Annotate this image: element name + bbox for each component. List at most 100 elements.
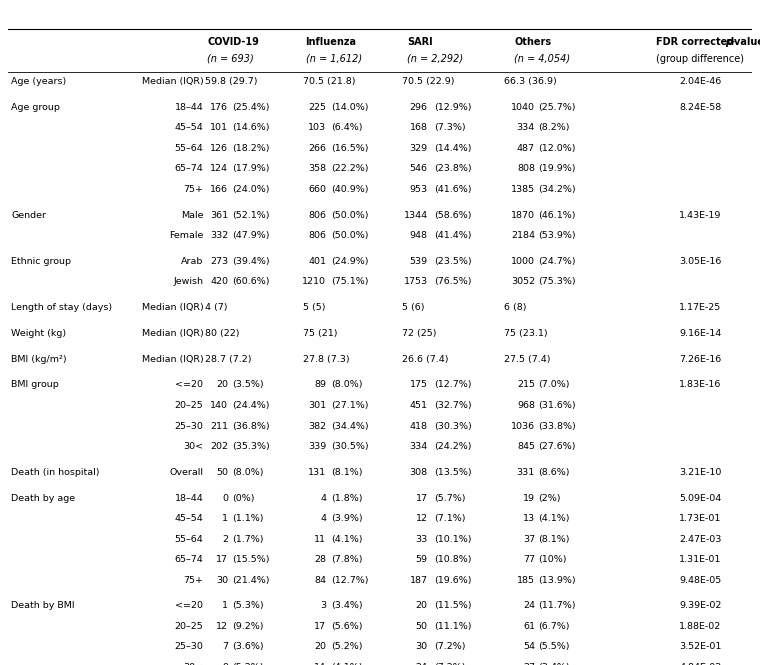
Text: (7.0%): (7.0%) (538, 380, 569, 390)
Text: 7: 7 (222, 642, 228, 652)
Text: 75 (21): 75 (21) (302, 329, 337, 338)
Text: 54: 54 (523, 642, 535, 652)
Text: 20: 20 (416, 601, 428, 610)
Text: 18–44: 18–44 (175, 103, 204, 112)
Text: 1753: 1753 (404, 277, 428, 287)
Text: 140: 140 (210, 401, 228, 410)
Text: 9.16E-14: 9.16E-14 (679, 329, 721, 338)
Text: 4.84E-02: 4.84E-02 (679, 663, 721, 665)
Text: (7.8%): (7.8%) (331, 555, 363, 564)
Text: (35.3%): (35.3%) (233, 442, 271, 451)
Text: 175: 175 (410, 380, 428, 390)
Text: (5.6%): (5.6%) (331, 622, 363, 631)
Text: (14.4%): (14.4%) (434, 144, 471, 153)
Text: 1.17E-25: 1.17E-25 (679, 303, 721, 313)
Text: (24.2%): (24.2%) (434, 442, 471, 451)
Text: 75+: 75+ (183, 185, 204, 194)
Text: 1.83E-16: 1.83E-16 (679, 380, 721, 390)
Text: (8.0%): (8.0%) (331, 380, 363, 390)
Text: 660: 660 (309, 185, 326, 194)
Text: 3.52E-01: 3.52E-01 (679, 642, 721, 652)
Text: 401: 401 (309, 257, 326, 266)
Text: 5 (6): 5 (6) (402, 303, 425, 313)
Text: 420: 420 (210, 277, 228, 287)
Text: 72 (25): 72 (25) (402, 329, 437, 338)
Text: (52.1%): (52.1%) (233, 211, 270, 219)
Text: 77: 77 (523, 555, 535, 564)
Text: 20: 20 (216, 380, 228, 390)
Text: 6 (8): 6 (8) (505, 303, 527, 313)
Text: (10.8%): (10.8%) (434, 555, 471, 564)
Text: (22.2%): (22.2%) (331, 164, 369, 174)
Text: 301: 301 (309, 401, 326, 410)
Text: (11.5%): (11.5%) (434, 601, 471, 610)
Text: (53.9%): (53.9%) (538, 231, 575, 240)
Text: 9.39E-02: 9.39E-02 (679, 601, 721, 610)
Text: 382: 382 (309, 422, 326, 430)
Text: 80 (22): 80 (22) (205, 329, 239, 338)
Text: (14.0%): (14.0%) (331, 103, 369, 112)
Text: BMI group: BMI group (11, 380, 59, 390)
Text: 59: 59 (416, 555, 428, 564)
Text: (31.6%): (31.6%) (538, 401, 575, 410)
Text: 101: 101 (210, 124, 228, 132)
Text: 27: 27 (523, 663, 535, 665)
Text: 61: 61 (523, 622, 535, 631)
Text: (32.7%): (32.7%) (434, 401, 471, 410)
Text: COVID-19: COVID-19 (207, 37, 259, 47)
Text: 75+: 75+ (183, 576, 204, 585)
Text: 20–25: 20–25 (175, 401, 204, 410)
Text: 45–54: 45–54 (175, 514, 204, 523)
Text: 9: 9 (222, 663, 228, 665)
Text: 5 (5): 5 (5) (302, 303, 325, 313)
Text: (58.6%): (58.6%) (434, 211, 471, 219)
Text: (21.4%): (21.4%) (233, 576, 270, 585)
Text: 968: 968 (517, 401, 535, 410)
Text: (n = 4,054): (n = 4,054) (514, 54, 570, 64)
Text: 66.3 (36.9): 66.3 (36.9) (505, 77, 557, 86)
Text: (18.2%): (18.2%) (233, 144, 270, 153)
Text: 332: 332 (210, 231, 228, 240)
Text: 296: 296 (410, 103, 428, 112)
Text: 13: 13 (523, 514, 535, 523)
Text: (47.9%): (47.9%) (233, 231, 270, 240)
Text: (41.4%): (41.4%) (434, 231, 471, 240)
Text: 5.09E-04: 5.09E-04 (679, 493, 721, 503)
Text: (11.7%): (11.7%) (538, 601, 575, 610)
Text: 202: 202 (210, 442, 228, 451)
Text: 7.26E-16: 7.26E-16 (679, 354, 721, 364)
Text: 20: 20 (315, 642, 326, 652)
Text: 12: 12 (416, 514, 428, 523)
Text: (13.5%): (13.5%) (434, 467, 471, 477)
Text: 11: 11 (315, 535, 326, 543)
Text: (3.9%): (3.9%) (331, 514, 363, 523)
Text: (5.5%): (5.5%) (538, 642, 569, 652)
Text: Age (years): Age (years) (11, 77, 67, 86)
Text: 3.21E-10: 3.21E-10 (679, 467, 721, 477)
Text: (11.1%): (11.1%) (434, 622, 471, 631)
Text: 30<: 30< (183, 442, 204, 451)
Text: 1385: 1385 (511, 185, 535, 194)
Text: (9.2%): (9.2%) (233, 622, 264, 631)
Text: Length of stay (days): Length of stay (days) (11, 303, 112, 313)
Text: 55–64: 55–64 (175, 144, 204, 153)
Text: Weight (kg): Weight (kg) (11, 329, 66, 338)
Text: (27.1%): (27.1%) (331, 401, 369, 410)
Text: (8.6%): (8.6%) (538, 467, 569, 477)
Text: (7.2%): (7.2%) (434, 642, 465, 652)
Text: (50.0%): (50.0%) (331, 211, 369, 219)
Text: (23.8%): (23.8%) (434, 164, 471, 174)
Text: Median (IQR): Median (IQR) (141, 354, 204, 364)
Text: 185: 185 (517, 576, 535, 585)
Text: 2.47E-03: 2.47E-03 (679, 535, 721, 543)
Text: (33.8%): (33.8%) (538, 422, 575, 430)
Text: 308: 308 (410, 467, 428, 477)
Text: 1.31E-01: 1.31E-01 (679, 555, 721, 564)
Text: 30: 30 (416, 642, 428, 652)
Text: 546: 546 (410, 164, 428, 174)
Text: 329: 329 (410, 144, 428, 153)
Text: 4: 4 (321, 514, 326, 523)
Text: 806: 806 (309, 211, 326, 219)
Text: 70.5 (21.8): 70.5 (21.8) (302, 77, 355, 86)
Text: 806: 806 (309, 231, 326, 240)
